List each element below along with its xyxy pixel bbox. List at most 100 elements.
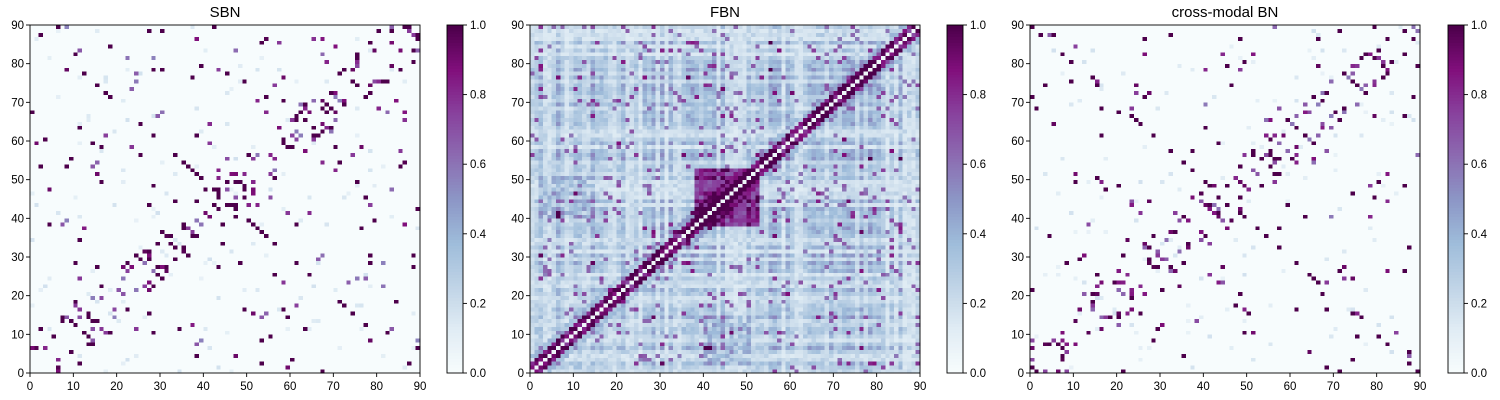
- heatmap-cell: [285, 295, 291, 300]
- heatmap-cell: [77, 330, 83, 335]
- heatmap-cell: [355, 257, 360, 262]
- heatmap-cell: [246, 338, 252, 343]
- heatmap-cell: [155, 369, 161, 374]
- heatmap-cell: [77, 311, 83, 316]
- heatmap-cell: [86, 326, 91, 331]
- heatmap-cell: [155, 218, 161, 223]
- heatmap-cell: [394, 295, 399, 300]
- heatmap-cell: [190, 342, 195, 347]
- heatmap-cell: [324, 229, 330, 235]
- heatmap-cell: [173, 237, 178, 242]
- heatmap-cell: [303, 214, 308, 219]
- heatmap-cell: [359, 353, 364, 358]
- heatmap-cell: [242, 338, 247, 343]
- heatmap-cell: [285, 264, 291, 269]
- heatmap-cell: [368, 257, 373, 262]
- heatmap-cell: [255, 338, 260, 343]
- heatmap-cell: [350, 318, 356, 324]
- heatmap-cell: [359, 179, 364, 184]
- heatmap-cell: [51, 369, 57, 374]
- heatmap-cell: [99, 218, 104, 223]
- heatmap-cell: [151, 342, 156, 347]
- heatmap-cell: [329, 318, 334, 324]
- heatmap-cell: [329, 187, 334, 192]
- heatmap-cell: [34, 191, 39, 196]
- heatmap-cell: [320, 361, 325, 366]
- heatmap-cell: [415, 260, 421, 266]
- heatmap-cell: [216, 353, 221, 358]
- heatmap-cell: [324, 280, 330, 285]
- heatmap-cell: [207, 361, 213, 366]
- heatmap-cell: [186, 226, 191, 231]
- heatmap-cell: [190, 179, 195, 184]
- heatmap-cell: [294, 291, 299, 296]
- heatmap-cell: [268, 284, 273, 289]
- heatmap-cell: [173, 179, 178, 184]
- heatmap-cell: [233, 334, 239, 339]
- heatmap-cell: [407, 330, 412, 335]
- heatmap-cell: [294, 303, 299, 308]
- heatmap-cell: [350, 338, 356, 343]
- heatmap-cell: [207, 187, 213, 192]
- heatmap-cell: [394, 357, 399, 362]
- heatmap-cell: [398, 299, 403, 304]
- heatmap-cell: [77, 307, 83, 312]
- heatmap-cell: [69, 345, 74, 351]
- heatmap-cell: [121, 233, 126, 238]
- heatmap-cell: [411, 315, 416, 320]
- heatmap-cell: [398, 330, 403, 335]
- heatmap-cell: [47, 245, 52, 250]
- heatmap-cell: [181, 307, 187, 312]
- heatmap-cell: [99, 179, 104, 184]
- heatmap-cell: [56, 210, 61, 215]
- heatmap-cell: [242, 357, 247, 362]
- heatmap-cell: [246, 168, 252, 173]
- heatmap-cell: [151, 195, 156, 200]
- heatmap-cell: [415, 264, 421, 269]
- heatmap-cell: [112, 276, 117, 281]
- heatmap-cell: [333, 175, 338, 180]
- heatmap-cell: [103, 311, 109, 316]
- heatmap-cell: [225, 229, 230, 235]
- heatmap-cell: [320, 334, 325, 339]
- heatmap-cell: [233, 272, 239, 277]
- heatmap-cell: [342, 315, 347, 320]
- heatmap-cell: [285, 171, 291, 177]
- heatmap-cell: [346, 276, 351, 281]
- heatmap-cell: [82, 199, 87, 204]
- heatmap-cell: [164, 330, 169, 335]
- heatmap-cell: [30, 164, 35, 169]
- heatmap-cell: [129, 361, 135, 366]
- heatmap-cell: [259, 291, 265, 296]
- heatmap-cell: [64, 210, 70, 215]
- heatmap-cell: [151, 187, 156, 192]
- heatmap-cell: [233, 164, 239, 169]
- heatmap-cell: [86, 284, 91, 289]
- heatmap-cell: [376, 179, 382, 184]
- heatmap-cell: [268, 253, 273, 258]
- heatmap-cell: [238, 295, 243, 300]
- heatmap-cell: [407, 222, 412, 227]
- heatmap-cell: [73, 245, 78, 250]
- heatmap-cell: [385, 175, 390, 180]
- heatmap-cell: [168, 361, 174, 366]
- heatmap-cell: [329, 202, 334, 208]
- heatmap-cell: [233, 268, 239, 273]
- heatmap-cell: [51, 295, 57, 300]
- heatmap-cell: [77, 210, 83, 215]
- heatmap-cell: [51, 245, 57, 250]
- heatmap-cell: [34, 365, 39, 370]
- heatmap-cell: [77, 241, 83, 246]
- heatmap-cell: [112, 268, 117, 273]
- heatmap-cell: [355, 353, 360, 358]
- heatmap-cell: [233, 260, 239, 266]
- heatmap-cell: [129, 241, 135, 246]
- heatmap-cell: [316, 365, 321, 370]
- heatmap-cell: [268, 326, 273, 331]
- heatmap-cell: [69, 175, 74, 180]
- heatmap-cell: [142, 345, 148, 351]
- heatmap-cell: [212, 318, 217, 324]
- heatmap-cell: [355, 318, 360, 324]
- heatmap-cell: [82, 334, 87, 339]
- heatmap-cell: [194, 365, 200, 370]
